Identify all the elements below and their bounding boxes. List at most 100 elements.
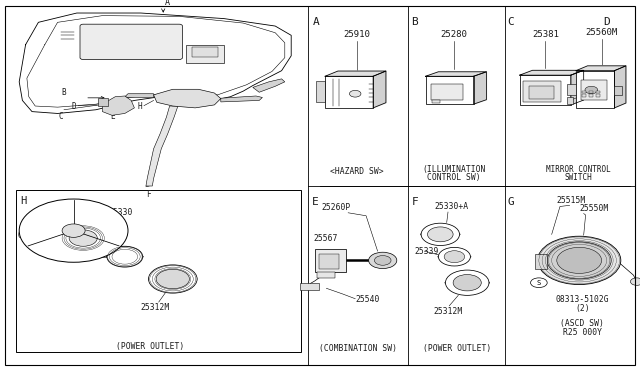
Polygon shape: [520, 70, 584, 75]
Polygon shape: [146, 106, 178, 186]
Text: 25910: 25910: [344, 30, 371, 39]
Text: 08313-5102G: 08313-5102G: [556, 295, 609, 304]
Circle shape: [557, 247, 602, 273]
Text: H: H: [20, 196, 27, 206]
Text: 25330+A: 25330+A: [434, 202, 468, 211]
Polygon shape: [221, 96, 262, 102]
Text: R25 000Y: R25 000Y: [563, 328, 602, 337]
Circle shape: [445, 270, 489, 295]
Bar: [567, 97, 573, 104]
Text: B: B: [412, 17, 419, 27]
Bar: [589, 94, 593, 97]
Ellipse shape: [106, 254, 143, 259]
Bar: [16, 190, 301, 352]
Polygon shape: [576, 66, 626, 71]
Circle shape: [62, 224, 85, 237]
Text: 25560M: 25560M: [586, 28, 618, 37]
Text: B: B: [61, 88, 66, 97]
Text: (ILLUMINATION: (ILLUMINATION: [422, 165, 486, 174]
Circle shape: [374, 256, 391, 265]
Text: A: A: [165, 0, 170, 7]
Text: 25339: 25339: [64, 253, 88, 262]
FancyBboxPatch shape: [80, 24, 182, 60]
Bar: [325, 76, 373, 108]
Circle shape: [369, 252, 397, 269]
Text: SWITCH: SWITCH: [564, 173, 593, 182]
Ellipse shape: [148, 276, 197, 282]
Circle shape: [61, 225, 106, 251]
Ellipse shape: [445, 280, 490, 286]
Bar: [535, 254, 547, 269]
Ellipse shape: [438, 254, 471, 259]
Bar: [576, 71, 614, 108]
Text: 25339: 25339: [415, 247, 439, 256]
Circle shape: [349, 90, 361, 97]
Bar: [523, 81, 561, 102]
Circle shape: [148, 265, 197, 293]
Text: CONTROL SW): CONTROL SW): [427, 173, 481, 182]
Bar: [432, 100, 440, 103]
Polygon shape: [102, 96, 134, 115]
Polygon shape: [614, 66, 626, 108]
Text: <HAZARD SW>: <HAZARD SW>: [330, 167, 384, 176]
Text: 25312M: 25312M: [141, 303, 170, 312]
FancyBboxPatch shape: [315, 249, 346, 272]
Text: D: D: [72, 102, 76, 110]
Text: H: H: [138, 102, 142, 111]
Bar: [596, 91, 600, 93]
Bar: [98, 98, 108, 106]
Bar: [596, 94, 600, 97]
Polygon shape: [474, 72, 486, 104]
Text: F: F: [412, 197, 419, 207]
Text: G: G: [18, 231, 22, 240]
Circle shape: [107, 246, 143, 267]
Text: 25381: 25381: [532, 30, 559, 39]
Circle shape: [428, 227, 453, 242]
Text: 25280: 25280: [440, 30, 467, 39]
Text: A: A: [312, 17, 319, 27]
Ellipse shape: [420, 231, 460, 237]
Bar: [529, 86, 554, 99]
Text: (2): (2): [575, 304, 589, 312]
Bar: [192, 47, 218, 57]
Text: 25515M: 25515M: [557, 196, 586, 205]
Bar: [581, 80, 607, 100]
Polygon shape: [571, 70, 584, 105]
Bar: [567, 84, 576, 95]
Text: (POWER OUTLET): (POWER OUTLET): [423, 344, 491, 353]
Bar: [582, 94, 586, 97]
Text: (COMBINATION SW): (COMBINATION SW): [319, 344, 397, 353]
Text: 25540: 25540: [355, 295, 380, 304]
Text: 25260P: 25260P: [321, 203, 351, 212]
Circle shape: [421, 223, 460, 246]
Text: 25312M: 25312M: [433, 307, 463, 316]
Circle shape: [156, 269, 189, 289]
Bar: [614, 86, 622, 95]
Text: E: E: [110, 112, 115, 121]
Circle shape: [547, 242, 611, 279]
Circle shape: [438, 247, 470, 266]
Text: C: C: [59, 112, 63, 121]
Bar: [589, 91, 593, 93]
Text: E: E: [312, 197, 319, 207]
Circle shape: [444, 251, 465, 263]
Circle shape: [585, 86, 598, 94]
Circle shape: [531, 278, 547, 288]
Text: G: G: [508, 197, 515, 207]
Polygon shape: [426, 72, 486, 76]
Bar: [520, 75, 571, 105]
Bar: [317, 272, 335, 278]
Polygon shape: [253, 79, 285, 92]
Bar: [431, 84, 463, 100]
Bar: [426, 76, 474, 104]
Polygon shape: [154, 89, 221, 108]
Text: (POWER OUTLET): (POWER OUTLET): [116, 342, 184, 351]
Bar: [186, 45, 224, 63]
Text: (ASCD SW): (ASCD SW): [561, 319, 604, 328]
Text: 25550M: 25550M: [579, 204, 609, 213]
Text: 25567: 25567: [314, 234, 338, 243]
Text: D: D: [603, 17, 610, 27]
Polygon shape: [316, 81, 325, 102]
Bar: [300, 283, 319, 290]
Bar: [319, 254, 339, 269]
